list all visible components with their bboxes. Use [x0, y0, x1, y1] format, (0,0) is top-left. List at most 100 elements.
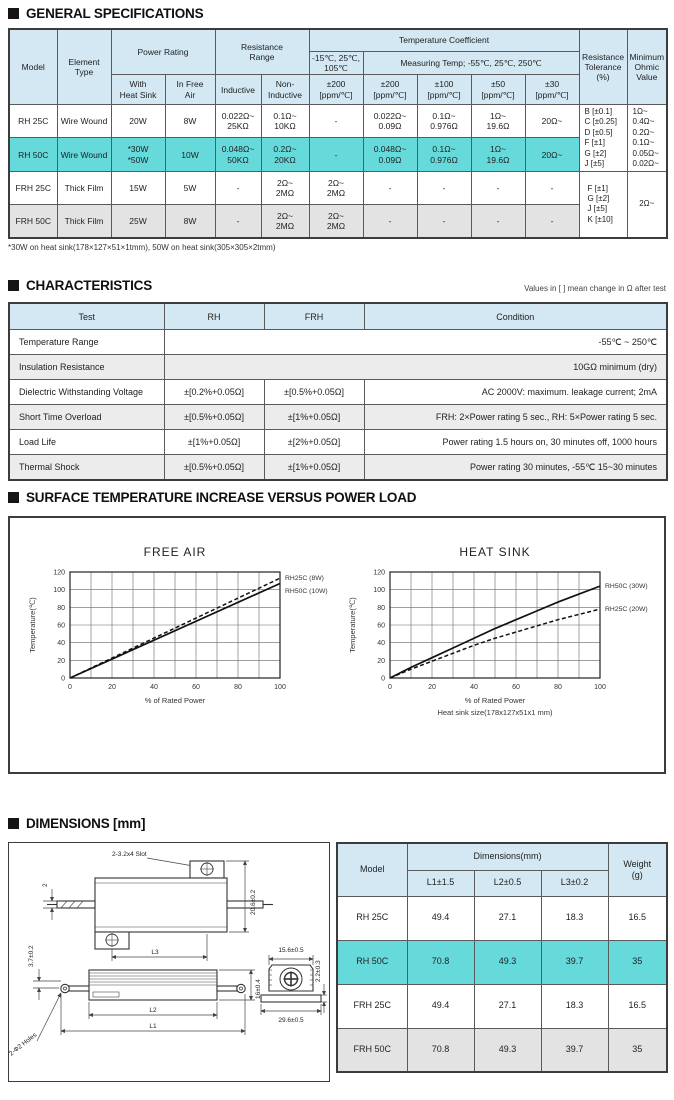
gs-cell: 0.048Ω~ 0.09Ω — [362, 137, 418, 173]
gs-cell: - — [416, 171, 472, 206]
gs-row-frh25c: FRH 25C Thick Film 15W 5W - 2Ω~ 2MΩ 2Ω~ … — [8, 171, 668, 239]
gs-cell: 2Ω~ 2MΩ — [308, 204, 364, 239]
dims-header-row-2: L1±1.5 L2±0.5 L3±0.2 — [337, 869, 667, 897]
gs-row-rh25c: RH 25C Wire Wound 20W 8W 0.022Ω~ 25KΩ 0.… — [8, 104, 668, 173]
series-line-RH50C (10W) — [69, 582, 281, 679]
gs-header-tc4: ±50 [ppm/℃] — [470, 74, 526, 106]
gs-header-row-1: Model Element Type Power Rating Resistan… — [8, 28, 668, 106]
gs-cell: 8W — [164, 204, 216, 239]
general-specs-table: Model Element Type Power Rating Resistan… — [8, 28, 669, 239]
characteristics-heading: CHARACTERISTICS — [8, 278, 152, 293]
gs-cell: - — [524, 204, 580, 239]
gs-cell: - — [524, 171, 580, 206]
x-axis-label: % of Rated Power — [145, 696, 206, 705]
gs-header-row-2: -15℃, 25℃, 105℃ Measuring Temp; -55℃, 25… — [9, 50, 667, 76]
dims-cell: 70.8 — [406, 1027, 475, 1073]
dims-cell: 39.7 — [540, 939, 609, 985]
gs-row-frh50c: FRH 50C Thick Film 25W 8W - 2Ω~ 2MΩ 2Ω~ … — [8, 204, 667, 239]
dims-cell: 16.5 — [607, 983, 668, 1029]
gs-header-with-hs: With Heat Sink — [110, 74, 166, 106]
legend-label: RH25C (20W) — [605, 606, 648, 613]
char-rh-cell: ±[0.5%+0.05Ω] — [163, 454, 265, 481]
gs-cell: 0.1Ω~ 10KΩ — [260, 104, 310, 139]
gs-cell: 10W — [164, 137, 216, 173]
gs-header-measuring: Measuring Temp; -55℃, 25℃, 250℃ — [362, 50, 580, 76]
dims-header-row-1: Model Dimensions(mm) Weight (g) — [336, 842, 668, 897]
char-rh-cell: ±[1%+0.05Ω] — [163, 429, 265, 455]
dims-cell: RH 50C — [336, 939, 408, 985]
gs-cell: RH 25C — [8, 104, 58, 139]
dims-row-rh25c: RH 25C 49.4 27.1 18.3 16.5 — [336, 895, 668, 941]
char-row-thermal-shock: Thermal Shock ±[0.5%+0.05Ω] ±[1%+0.05Ω] … — [8, 454, 668, 481]
gs-header-row-3: With Heat Sink In Free Air Inductive Non… — [9, 74, 667, 106]
char-test-cell: Short Time Overload — [8, 404, 165, 430]
surface-temp-heading: SURFACE TEMPERATURE INCREASE VERSUS POWE… — [8, 490, 417, 505]
dims-cell: 70.8 — [406, 939, 475, 985]
chart-title: HEAT SINK — [459, 545, 530, 559]
dims-cell: 16.5 — [607, 895, 668, 941]
dims-cell: 35 — [607, 1027, 668, 1073]
gs-cell: - — [214, 204, 262, 239]
gs-cell: 0.048Ω~ 50KΩ — [214, 137, 262, 173]
gs-cell: 1Ω~ 19.6Ω — [470, 104, 526, 139]
dimensions-table: Model Dimensions(mm) Weight (g) L1±1.5 L… — [336, 842, 668, 1073]
char-header-row: Test RH FRH Condition — [8, 302, 668, 330]
flange-width-label: 29.6±0.5 — [278, 1017, 304, 1024]
dims-cell: 49.4 — [406, 895, 475, 941]
char-frh-cell: ±[1%+0.05Ω] — [263, 454, 365, 481]
y-tick-label: 60 — [377, 623, 385, 630]
characteristics-table: Test RH FRH Condition Temperature Range … — [8, 302, 668, 481]
square-bullet-icon — [8, 818, 19, 829]
series-line-RH25C (20W) — [389, 608, 601, 679]
gs-cell: 0.022Ω~ 25KΩ — [214, 104, 262, 139]
dims-row-frh50c: FRH 50C 70.8 49.3 39.7 35 — [336, 1027, 668, 1073]
x-tick-label: 20 — [428, 684, 436, 691]
dims-cell: 27.1 — [473, 983, 542, 1029]
char-row-overload: Short Time Overload ±[0.5%+0.05Ω] ±[1%+0… — [8, 404, 668, 430]
plot-border — [389, 571, 601, 679]
char-condition-cell: Power rating 1.5 hours on, 30 minutes of… — [363, 429, 668, 455]
l3-dim-label: L3 — [151, 949, 159, 956]
char-header-rh: RH — [163, 302, 265, 330]
dims-cell: 18.3 — [540, 983, 609, 1029]
dims-cell: 39.7 — [540, 1027, 609, 1073]
surface-temp-title: SURFACE TEMPERATURE INCREASE VERSUS POWE… — [26, 490, 417, 505]
char-row-load-life: Load Life ±[1%+0.05Ω] ±[2%+0.05Ω] Power … — [8, 429, 668, 455]
char-merged-cell: -55℃ ~ 250℃ — [163, 329, 668, 355]
chart-free-air: 0 20 40 60 80 100 0 20 40 60 80 100 120 FREE AIR Tempe… — [22, 538, 342, 772]
y-tick-label: 0 — [61, 676, 65, 683]
gs-header-free-air: In Free Air — [164, 74, 216, 106]
gs-cell: 20W — [110, 104, 166, 139]
chart-svg: 0 20 40 60 80 100 0 20 40 60 80 100 120 FREE AIR Tempe… — [28, 545, 328, 705]
legend-label: RH50C (30W) — [605, 583, 648, 590]
gs-cell: - — [362, 204, 418, 239]
gs-cell: 0.1Ω~ 0.976Ω — [416, 137, 472, 173]
dims-header-model: Model — [336, 842, 408, 897]
char-frh-cell: ±[0.5%+0.05Ω] — [263, 379, 365, 405]
top-width-label: 15.6±0.5 — [278, 947, 304, 954]
gs-header-non-inductive: Non- Inductive — [260, 74, 310, 106]
x-tick-label: 60 — [512, 684, 520, 691]
slot-label: 2-3.2x4 Slot — [112, 851, 147, 858]
char-condition-cell: FRH: 2×Power rating 5 sec., RH: 5×Power … — [363, 404, 668, 430]
dimension-drawing: 2-3.2x4 Slot 2 20.6±0.2 L3 3.7±0.2 2 — [8, 851, 327, 1058]
char-header-condition: Condition — [363, 302, 668, 330]
gs-cell: Wire Wound — [56, 137, 112, 173]
plot-border — [69, 571, 281, 679]
char-row-temp-range: Temperature Range -55℃ ~ 250℃ — [8, 329, 668, 355]
gs-cell: 1Ω~ 19.6Ω — [470, 137, 526, 173]
dims-cell: 27.1 — [473, 895, 542, 941]
l1-dim-label: L1 — [149, 1023, 157, 1030]
gs-cell: 8W — [164, 104, 216, 139]
x-tick-label: 40 — [470, 684, 478, 691]
base-thickness-label: 2.2±0.3 — [315, 960, 322, 982]
gs-cell: - — [214, 171, 262, 206]
dims-cell: 49.3 — [473, 939, 542, 985]
legend-label: RH50C (10W) — [285, 588, 328, 595]
gs-cell: - — [416, 204, 472, 239]
gs-cell: Thick Film — [56, 171, 112, 206]
heat-sink-footnote: *30W on heat sink(178×127×51×1tmm), 50W … — [8, 243, 276, 252]
gs-min-ohmic-frh: 2Ω~ — [626, 171, 668, 239]
x-tick-label: 40 — [150, 684, 158, 691]
gs-header-tc-first: -15℃, 25℃, 105℃ — [308, 50, 364, 76]
